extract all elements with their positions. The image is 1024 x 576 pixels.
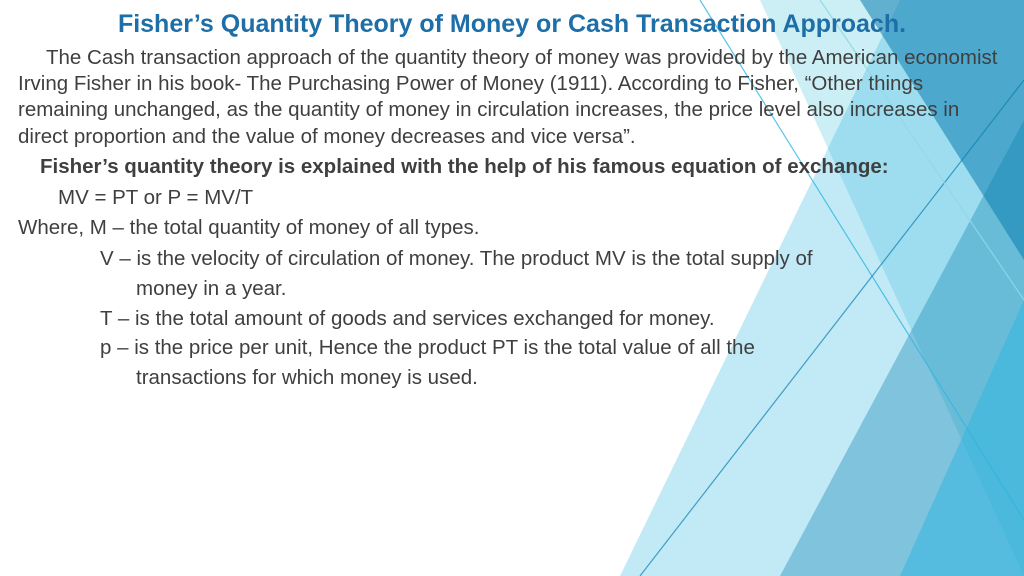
t-definition: T – is the total amount of goods and ser… [100,304,1006,334]
equation-of-exchange: MV = PT or P = MV/T [58,186,1006,210]
slide-content: Fisher’s Quantity Theory of Money or Cas… [0,0,1024,393]
lead-paragraph: Fisher’s quantity theory is explained wi… [18,154,1006,180]
where-m-definition: Where, M – the total quantity of money o… [18,216,1006,240]
intro-paragraph: The Cash transaction approach of the qua… [18,45,1006,150]
p-definition-line2: transactions for which money is used. [136,363,1006,393]
slide: Fisher’s Quantity Theory of Money or Cas… [0,0,1024,576]
v-definition-line2: money in a year. [136,274,1006,304]
v-definition-line1: V – is the velocity of circulation of mo… [100,244,1006,274]
slide-title: Fisher’s Quantity Theory of Money or Cas… [18,10,1006,39]
p-definition-line1: p – is the price per unit, Hence the pro… [100,333,1006,363]
